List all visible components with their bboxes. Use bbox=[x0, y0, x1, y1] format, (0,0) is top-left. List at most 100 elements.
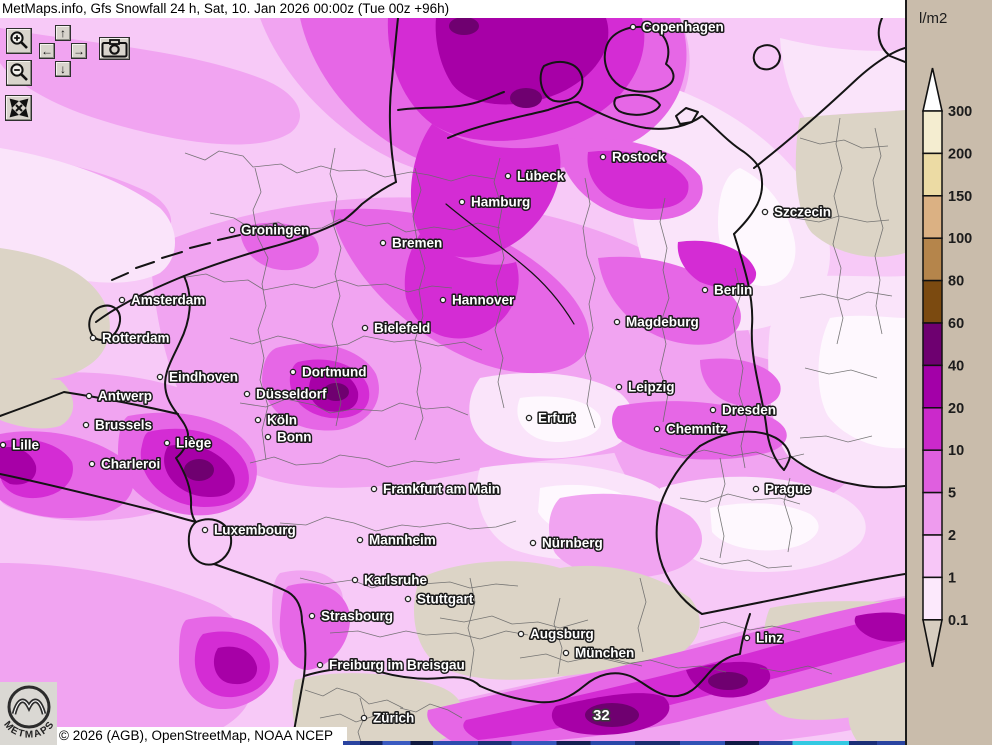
city-name: Amsterdam bbox=[131, 293, 205, 308]
city-label: Düsseldorf bbox=[243, 385, 329, 403]
bottom-colorbar-strip bbox=[343, 741, 905, 745]
pan-left-button[interactable]: ← bbox=[39, 43, 55, 59]
city-label: Zürich bbox=[360, 709, 416, 727]
snapshot-button[interactable] bbox=[99, 37, 130, 60]
fullscreen-expand-icon bbox=[9, 98, 28, 118]
city-name: Luxembourg bbox=[214, 523, 296, 538]
city-marker-icon bbox=[228, 226, 236, 234]
city-marker-icon bbox=[351, 576, 359, 584]
colorbar-tick-label: 2 bbox=[948, 528, 956, 544]
city-name: Köln bbox=[267, 413, 297, 428]
city-name: Brussels bbox=[95, 418, 152, 433]
arrow-down-icon: ↓ bbox=[60, 62, 66, 76]
city-marker-icon bbox=[517, 630, 525, 638]
contour-value-label: 32 bbox=[593, 707, 610, 724]
zoom-in-magnifier-icon bbox=[10, 31, 28, 49]
city-name: Magdeburg bbox=[626, 315, 699, 330]
city-name: München bbox=[575, 646, 634, 661]
city-marker-icon bbox=[404, 595, 412, 603]
city-label: Strasbourg bbox=[308, 607, 395, 625]
city-name: Erfurt bbox=[538, 411, 575, 426]
arrow-left-icon: ← bbox=[41, 44, 53, 58]
city-label: Charleroi bbox=[88, 455, 162, 473]
city-label: Amsterdam bbox=[118, 291, 207, 309]
fullscreen-button[interactable] bbox=[5, 95, 32, 121]
city-marker-icon bbox=[0, 441, 7, 449]
colorbar-band bbox=[922, 237, 943, 282]
colorbar-band bbox=[922, 534, 943, 579]
city-label: Liège bbox=[163, 434, 213, 452]
city-name: Lübeck bbox=[517, 169, 565, 184]
city-labels: Copenhagen Rostock Lübeck Hamburg Szczecin Gr… bbox=[0, 18, 833, 727]
city-name: Charleroi bbox=[101, 457, 160, 472]
title-bar: MetMaps.info, Gfs Snowfall 24 h, Sat, 10… bbox=[0, 0, 907, 18]
city-name: Chemnitz bbox=[666, 422, 727, 437]
map-viewport[interactable]: Copenhagen Rostock Lübeck Hamburg Szczecin Gr… bbox=[0, 18, 905, 745]
city-name: Rotterdam bbox=[102, 331, 170, 346]
attribution-text: © 2026 (AGB), OpenStreetMap, NOAA NCEP bbox=[59, 728, 334, 743]
city-name: Berlin bbox=[714, 283, 752, 298]
city-marker-icon bbox=[709, 406, 717, 414]
colorbar-band bbox=[922, 364, 943, 409]
metmaps-logo-text: METMAPS bbox=[1, 719, 55, 741]
zoom-in-button[interactable] bbox=[6, 28, 32, 54]
city-marker-icon bbox=[629, 23, 637, 31]
city-name: Frankfurt am Main bbox=[383, 482, 500, 497]
colorbar-tick-label: 200 bbox=[948, 146, 972, 162]
colorbar-band bbox=[922, 152, 943, 197]
city-label: Lille bbox=[0, 436, 41, 454]
colorbar-band bbox=[922, 322, 943, 367]
pan-down-button[interactable]: ↓ bbox=[55, 61, 71, 77]
pan-right-button[interactable]: → bbox=[71, 43, 87, 59]
metmaps-logo[interactable]: METMAPS bbox=[0, 682, 57, 745]
city-marker-icon bbox=[82, 421, 90, 429]
city-marker-icon bbox=[156, 373, 164, 381]
legend-panel: l/m2 300 200 150 100 80 60 40 20 10 5 2 1 0.1 bbox=[905, 0, 992, 745]
city-label: Dortmund bbox=[289, 363, 368, 381]
colorbar-tick-label: 10 bbox=[948, 443, 964, 459]
colorbar-tick-label: 80 bbox=[948, 274, 964, 290]
city-name: Lille bbox=[12, 438, 39, 453]
zoom-out-button[interactable] bbox=[6, 60, 32, 86]
city-marker-icon bbox=[89, 334, 97, 342]
city-label: Bielefeld bbox=[361, 319, 432, 337]
legend-unit-label: l/m2 bbox=[919, 10, 948, 27]
city-name: Groningen bbox=[241, 223, 309, 238]
arrow-right-icon: → bbox=[73, 44, 85, 58]
city-label: Magdeburg bbox=[613, 313, 700, 331]
pan-up-button[interactable]: ↑ bbox=[55, 25, 71, 41]
weather-map[interactable]: Copenhagen Rostock Lübeck Hamburg Szczecin Gr… bbox=[0, 18, 905, 745]
city-name: Prague bbox=[765, 482, 811, 497]
city-name: Leipzig bbox=[628, 380, 675, 395]
city-name: Freiburg im Breisgau bbox=[329, 658, 465, 673]
city-marker-icon bbox=[613, 318, 621, 326]
city-name: Bonn bbox=[277, 430, 312, 445]
colorbar-bottom-arrow bbox=[922, 618, 943, 667]
city-marker-icon bbox=[85, 392, 93, 400]
colorbar-tick-label: 300 bbox=[948, 104, 972, 120]
colorbar-band bbox=[922, 407, 943, 451]
snowfall-contours bbox=[0, 18, 905, 745]
colorbar-band bbox=[922, 449, 943, 494]
colorbar-tick-label: 60 bbox=[948, 316, 964, 332]
colorbar-tick-label: 100 bbox=[948, 231, 972, 247]
city-marker-icon bbox=[379, 239, 387, 247]
colorbar-tick-label: 20 bbox=[948, 401, 964, 417]
city-marker-icon bbox=[504, 172, 512, 180]
city-label: Nürnberg bbox=[529, 534, 604, 552]
city-marker-icon bbox=[743, 634, 751, 642]
city-marker-icon bbox=[163, 439, 171, 447]
city-label: Hannover bbox=[439, 291, 517, 309]
city-label: Eindhoven bbox=[156, 368, 240, 386]
city-marker-icon bbox=[458, 198, 466, 206]
city-label: Luxembourg bbox=[201, 521, 297, 539]
city-label: Berlin bbox=[701, 281, 754, 299]
city-marker-icon bbox=[439, 296, 447, 304]
city-label: Stuttgart bbox=[404, 590, 475, 608]
city-name: Zürich bbox=[373, 711, 414, 726]
city-marker-icon bbox=[264, 433, 272, 441]
city-label: Bonn bbox=[264, 428, 313, 446]
colorbar-tick-label: 5 bbox=[948, 486, 956, 502]
city-name: Szczecin bbox=[774, 205, 831, 220]
city-name: Stuttgart bbox=[417, 592, 474, 607]
